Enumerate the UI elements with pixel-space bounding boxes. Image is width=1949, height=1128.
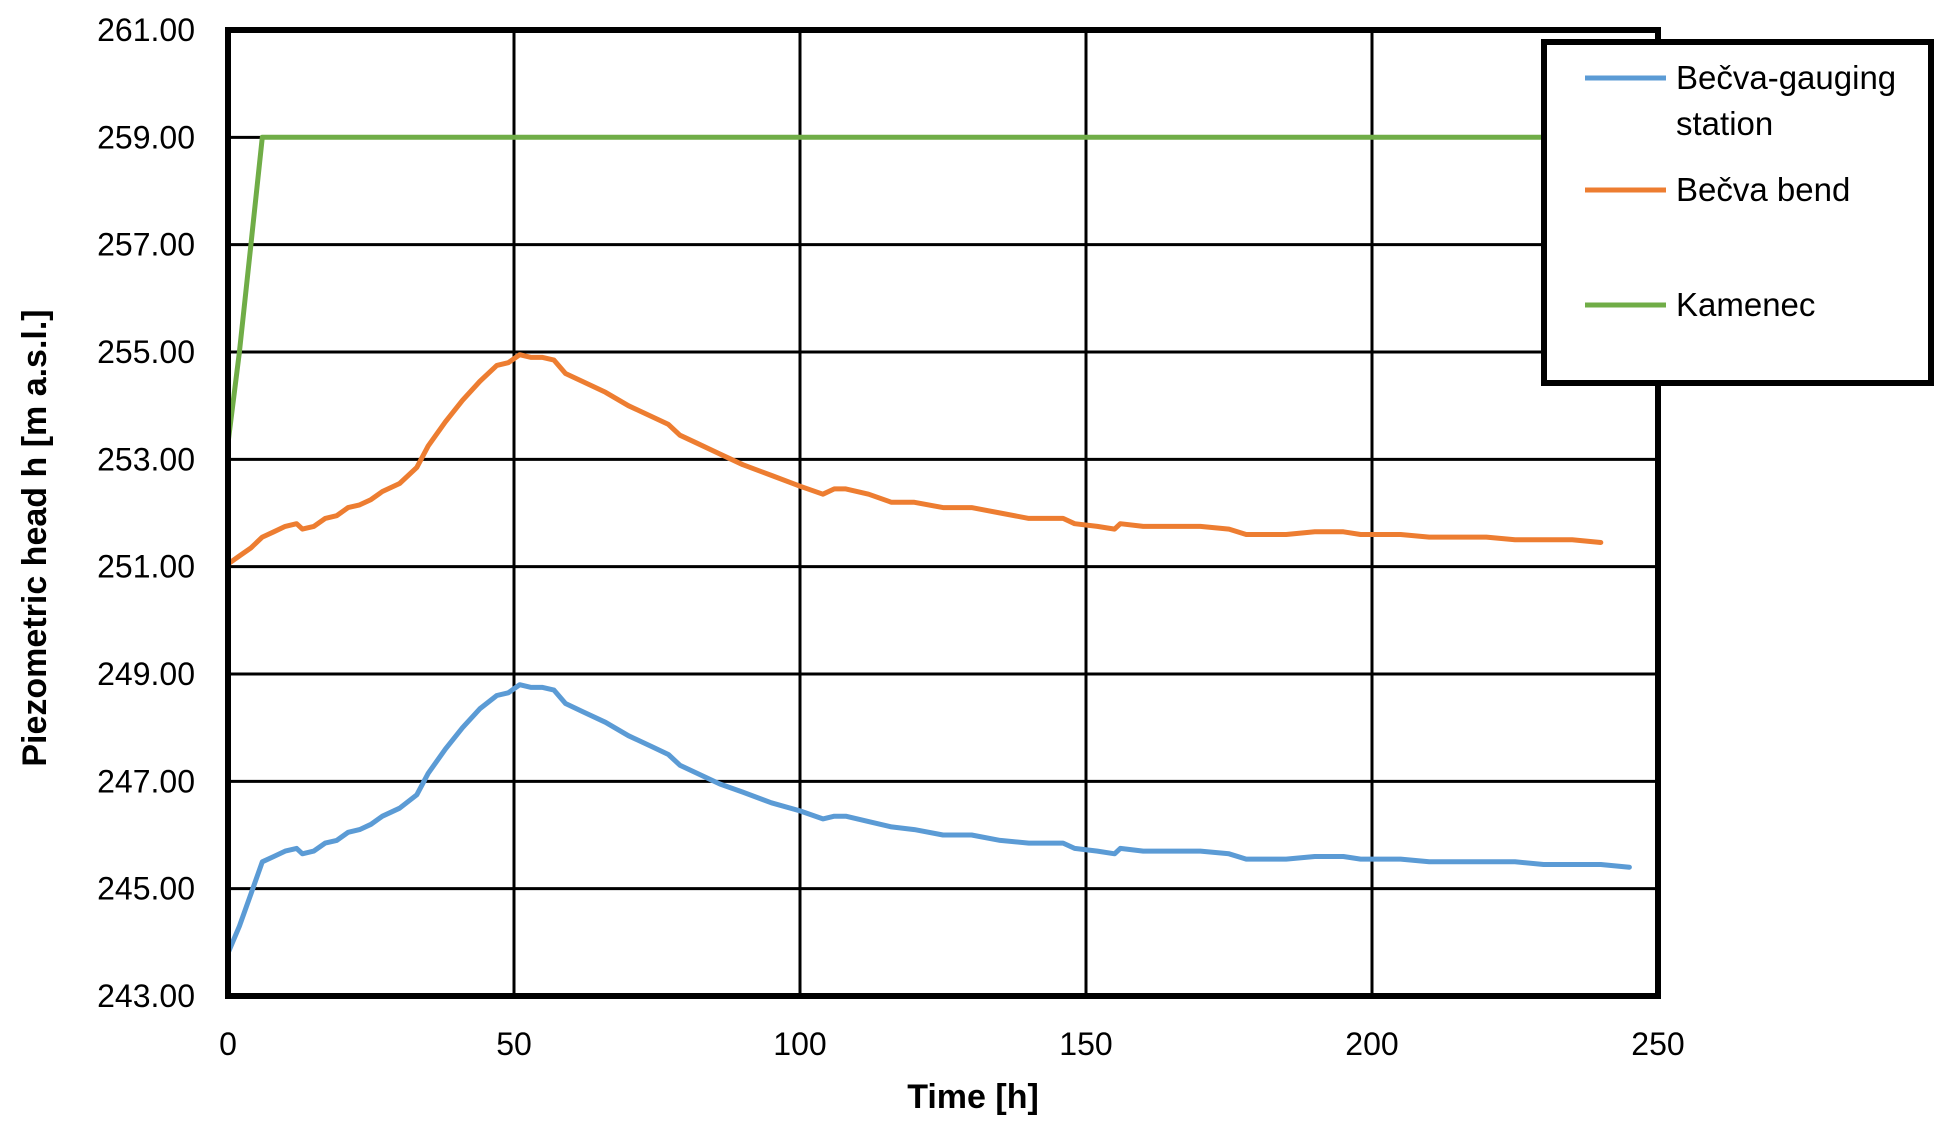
x-axis-title: Time [h] [907, 1078, 1039, 1116]
x-tick-label: 0 [219, 1026, 237, 1062]
legend-label-2: Kamenec [1676, 286, 1815, 323]
x-axis-ticks: 0 50 100 150 200 250 [219, 1026, 1685, 1062]
y-tick-label: 247.00 [97, 763, 195, 799]
series-line-0 [225, 682, 1632, 956]
series-line-1 [225, 352, 1604, 567]
legend-box [1541, 39, 1934, 386]
legend: Bečva-gauging station Bečva bend Kamenec [1541, 39, 1934, 386]
y-axis-title: Piezometric head h [m a.s.l.] [16, 309, 54, 766]
y-axis-ticks: 243.00 245.00 247.00 249.00 251.00 253.00 255.… [97, 12, 195, 1014]
y-tick-label: 245.00 [97, 871, 195, 907]
x-tick-label: 100 [773, 1026, 826, 1062]
y-tick-label: 253.00 [97, 441, 195, 477]
y-tick-label: 255.00 [97, 334, 195, 370]
x-tick-label: 200 [1345, 1026, 1398, 1062]
x-tick-label: 150 [1059, 1026, 1112, 1062]
y-tick-label: 259.00 [97, 119, 195, 155]
y-tick-label: 243.00 [97, 978, 195, 1014]
y-tick-label: 261.00 [97, 12, 195, 48]
series-line-2 [225, 134, 1547, 446]
x-tick-label: 50 [496, 1026, 532, 1062]
y-tick-label: 249.00 [97, 656, 195, 692]
x-tick-label: 250 [1631, 1026, 1684, 1062]
legend-label-0: Bečva-gauging [1676, 59, 1896, 96]
y-tick-label: 251.00 [97, 549, 195, 585]
legend-label-1: Bečva bend [1676, 171, 1850, 208]
grid-lines [226, 28, 1660, 998]
series-layer [225, 134, 1632, 956]
plot-frame [225, 27, 1661, 999]
y-tick-label: 257.00 [97, 227, 195, 263]
legend-label-0: station [1676, 105, 1773, 142]
